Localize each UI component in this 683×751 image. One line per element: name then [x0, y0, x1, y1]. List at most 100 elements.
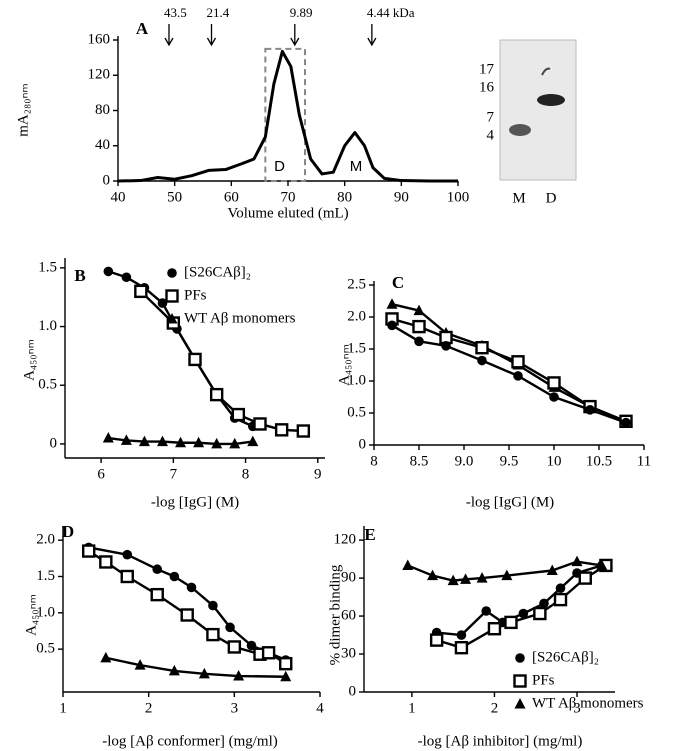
y-tick-label: 2.5 [347, 276, 366, 292]
gel-marker-label: 17 [479, 61, 495, 77]
gel-marker-label: 7 [487, 109, 495, 125]
x-tick-label: 3 [573, 700, 581, 716]
x-axis-label: -log [Aβ inhibitor] (mg/ml) [418, 733, 583, 749]
x-axis-label: -log [Aβ conformer] (mg/ml) [102, 733, 278, 749]
panel-label: C [392, 273, 404, 292]
series-line [107, 270, 254, 428]
y-tick-label: 1.5 [36, 568, 55, 584]
x-tick-label: 11 [637, 453, 651, 469]
point [515, 653, 525, 663]
point [231, 407, 246, 422]
point [211, 437, 223, 449]
peak-label: D [274, 158, 285, 175]
point [518, 608, 529, 619]
series-line [117, 49, 458, 183]
point [180, 608, 194, 622]
point [412, 319, 426, 334]
x-axis-label: -log [IgG] (M) [151, 494, 239, 510]
point [233, 670, 245, 681]
point [513, 371, 523, 381]
point [208, 600, 218, 611]
y-tick-label: 0.5 [38, 377, 57, 393]
point [186, 582, 197, 593]
point [456, 630, 467, 640]
point [296, 424, 311, 438]
point [166, 313, 178, 324]
panel-label: D [62, 522, 74, 541]
point [198, 667, 210, 679]
annotation: 9.89 [290, 5, 313, 20]
point [152, 564, 163, 575]
point [193, 436, 205, 448]
point [475, 341, 489, 355]
x-tick-label: 3 [231, 700, 239, 716]
x-tick-label: 9.0 [455, 453, 474, 469]
point [122, 549, 133, 560]
x-tick-label: 50 [167, 189, 182, 205]
annotation: 43.5 [164, 5, 187, 20]
point [427, 569, 439, 581]
x-tick-label: 6 [97, 466, 105, 482]
point [227, 640, 242, 654]
y-tick-label: 90 [341, 570, 356, 586]
point [261, 646, 276, 660]
x-tick-label: 4 [316, 700, 324, 716]
point [134, 284, 148, 299]
point [229, 437, 241, 449]
arrow [164, 24, 174, 47]
point [247, 435, 259, 447]
x-tick-label: 8 [370, 453, 378, 469]
point [99, 555, 113, 569]
point [501, 569, 513, 581]
y-tick-label: 1.0 [38, 318, 57, 334]
arrow [206, 24, 217, 47]
point [487, 622, 502, 636]
point [513, 674, 527, 688]
gel-band [509, 124, 531, 136]
y-axis-label: A₄₅₀ₙₘ [336, 344, 352, 386]
point [460, 573, 472, 584]
y-axis-label: % dimer binding [327, 564, 343, 665]
point [504, 615, 518, 630]
point [387, 320, 397, 331]
point [280, 670, 292, 682]
x-tick-label: 8 [242, 466, 250, 482]
gel-marker-label: 16 [479, 79, 495, 95]
point [168, 664, 180, 676]
panel-label: A [136, 19, 149, 38]
y-tick-label: 120 [88, 67, 111, 83]
point [429, 633, 444, 647]
y-tick-label: 0 [103, 172, 111, 188]
legend-label: [S26CAβ]₂ [532, 649, 599, 665]
point [279, 656, 293, 671]
point [454, 641, 469, 655]
point [402, 559, 414, 570]
y-tick-label: 0 [349, 683, 357, 699]
point [585, 405, 595, 415]
point [441, 341, 451, 351]
gel-lane-label: D [546, 190, 557, 206]
gel-band [537, 94, 565, 106]
point [100, 651, 112, 663]
x-tick-label: 40 [111, 189, 126, 205]
legend-label: WT Aβ monomers [532, 695, 644, 711]
point [553, 592, 568, 607]
point [447, 574, 459, 586]
point [476, 572, 488, 583]
annotation: 4.44 kDa [367, 5, 415, 20]
highlight-box [264, 47, 307, 182]
point [81, 544, 96, 558]
point [549, 392, 559, 402]
point [477, 355, 487, 366]
peak-label: M [350, 158, 363, 175]
point [414, 336, 424, 347]
series-line [88, 546, 287, 662]
legend-label: PFs [532, 672, 555, 688]
point [206, 627, 220, 642]
point [514, 698, 526, 709]
y-tick-label: 0.5 [36, 641, 55, 657]
series-line [105, 656, 286, 678]
point [546, 564, 558, 575]
gel-marker-label: 4 [487, 127, 495, 143]
